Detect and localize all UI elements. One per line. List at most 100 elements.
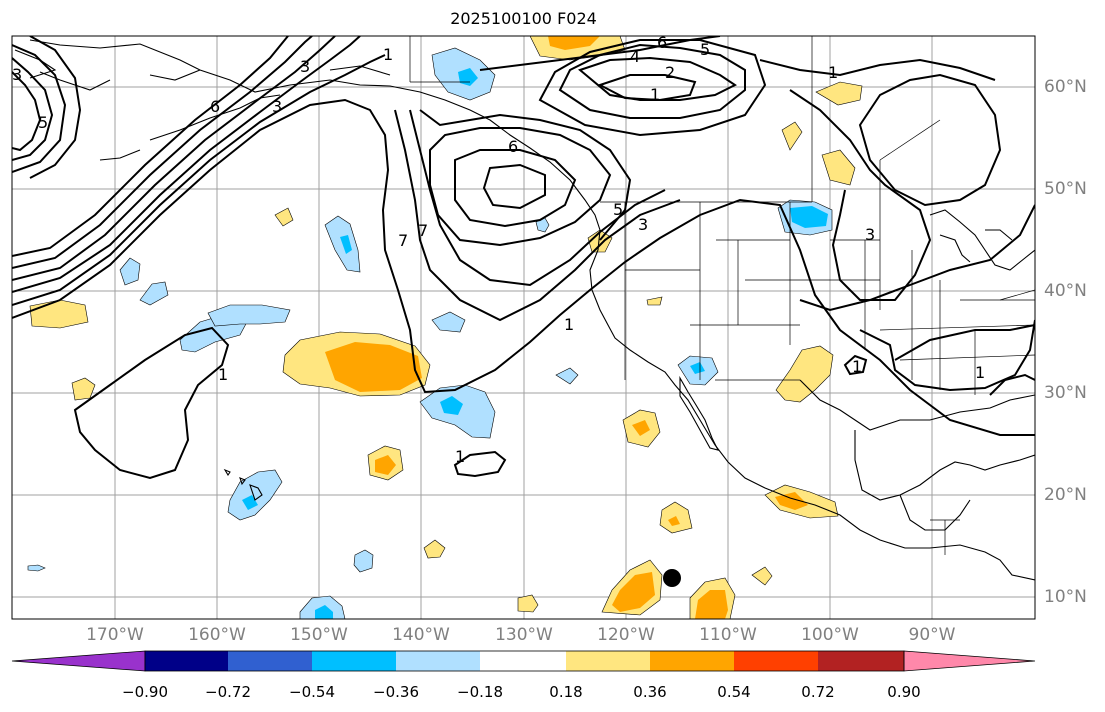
contour-east-d	[799, 204, 1035, 312]
colorbar-tick-label: 0.54	[717, 683, 751, 701]
contour-ridge-b	[409, 109, 666, 287]
contour-east-a	[759, 58, 996, 81]
colorbar-segment	[566, 651, 650, 671]
colorbar-segment	[480, 651, 566, 671]
contour-north-e	[538, 39, 767, 137]
colorbar-tick-label: −0.72	[205, 683, 251, 701]
contour-label: 7	[418, 221, 428, 240]
colorbar-segment	[396, 651, 480, 671]
colorbar-border	[144, 650, 905, 672]
lon-label: 140°W	[392, 625, 450, 645]
location-marker	[663, 569, 681, 587]
lon-label: 160°W	[188, 625, 246, 645]
contour-label: 1	[455, 447, 465, 466]
contour-label: 1	[383, 45, 393, 64]
colorbar-extend-max	[903, 650, 1036, 672]
lon-label: 130°W	[495, 625, 553, 645]
shading-negative-strong	[242, 68, 828, 619]
contour-east-c	[789, 89, 932, 301]
contour-label: 6	[210, 97, 220, 116]
contour-label: 1	[852, 357, 862, 376]
colorbar-segment	[650, 651, 734, 671]
contour-label: 5	[613, 200, 623, 219]
colorbar-tick-label: −0.18	[457, 683, 503, 701]
contour-label: 2	[665, 63, 675, 82]
coastlines	[14, 39, 1035, 581]
contour-label-group: 1 6 5 4 2 1 1 3 6 3 3 5 7 7 6 5 3 3 1 1 …	[12, 33, 985, 466]
contour-label: 1	[975, 363, 985, 382]
contour-ridge-c	[419, 109, 632, 241]
colorbar-segment	[312, 651, 396, 671]
colorbar-segment	[145, 651, 228, 671]
lon-label: 170°W	[86, 625, 144, 645]
shading-positive-strong	[325, 36, 808, 619]
colorbar-segment	[818, 651, 904, 671]
contour-east-e	[859, 319, 1035, 392]
contour-west-a	[12, 71, 42, 152]
contour-ridge-a	[394, 109, 681, 322]
contour-low-a	[429, 127, 612, 247]
contour-2-main	[12, 54, 386, 306]
contour-label: 5	[700, 40, 710, 59]
contour-west-c	[12, 44, 67, 173]
contour-5-main	[12, 36, 313, 269]
contour-1-main	[12, 98, 1035, 436]
contour-west-d	[29, 36, 82, 179]
contour-label: 3	[638, 215, 648, 234]
contour-north-d	[558, 43, 746, 119]
contour-east-b	[858, 73, 1002, 207]
map-frame-border	[11, 35, 1036, 620]
gridlines	[12, 36, 1035, 619]
map-title: 2025100100 F024	[450, 9, 597, 28]
contour-label: 3	[12, 65, 22, 84]
contour-label: 1	[828, 63, 838, 82]
lon-label: 120°W	[597, 625, 655, 645]
colorbar-extend-min	[11, 650, 146, 672]
contour-lines	[12, 36, 1035, 480]
colorbar-tick-label: −0.54	[289, 683, 335, 701]
contour-west-b	[12, 57, 54, 161]
lon-label: 90°W	[908, 625, 956, 645]
contour-4-main	[12, 36, 336, 281]
colorbar-segment	[228, 651, 312, 671]
contour-north-c	[597, 74, 697, 102]
lon-label: 150°W	[290, 625, 348, 645]
lat-label: 60°N	[1044, 77, 1087, 97]
lat-label: 40°N	[1044, 281, 1087, 301]
colorbar	[11, 650, 1036, 672]
contour-6-main	[12, 36, 289, 257]
contour-label: 5	[38, 113, 48, 132]
colorbar-tick-label: 0.36	[633, 683, 667, 701]
contour-label: 1	[218, 365, 228, 384]
contour-label: 3	[865, 225, 875, 244]
contour-east-g	[989, 373, 1035, 396]
contour-label: 3	[272, 97, 282, 116]
lon-label: 110°W	[699, 625, 757, 645]
colorbar-tick-label: 0.18	[549, 683, 583, 701]
colorbar-segment	[734, 651, 818, 671]
lat-label: 30°N	[1044, 383, 1087, 403]
lat-label: 50°N	[1044, 179, 1087, 199]
contour-label: 1	[650, 85, 660, 104]
contour-loop-gulf	[843, 354, 868, 376]
contour-3-main	[12, 36, 361, 293]
contour-label: 3	[300, 57, 310, 76]
colorbar-tick-label: −0.36	[373, 683, 419, 701]
colorbar-tick-label: 0.72	[801, 683, 835, 701]
contour-east-f	[894, 324, 1035, 361]
contour-loop-sw	[73, 326, 230, 480]
contour-label: 6	[508, 137, 518, 156]
lon-label: 100°W	[801, 625, 859, 645]
contour-label: 6	[657, 33, 667, 52]
contour-label: 4	[630, 47, 640, 66]
contour-low-b	[454, 149, 577, 228]
contour-label: 1	[564, 315, 574, 334]
colorbar-tick-label: 0.90	[887, 683, 921, 701]
lat-label: 10°N	[1044, 587, 1087, 607]
lat-label: 20°N	[1044, 485, 1087, 505]
colorbar-tick-label: −0.90	[122, 683, 168, 701]
contour-low-c	[482, 163, 546, 210]
contour-loop-small	[453, 450, 507, 478]
contour-label: 7	[398, 231, 408, 250]
